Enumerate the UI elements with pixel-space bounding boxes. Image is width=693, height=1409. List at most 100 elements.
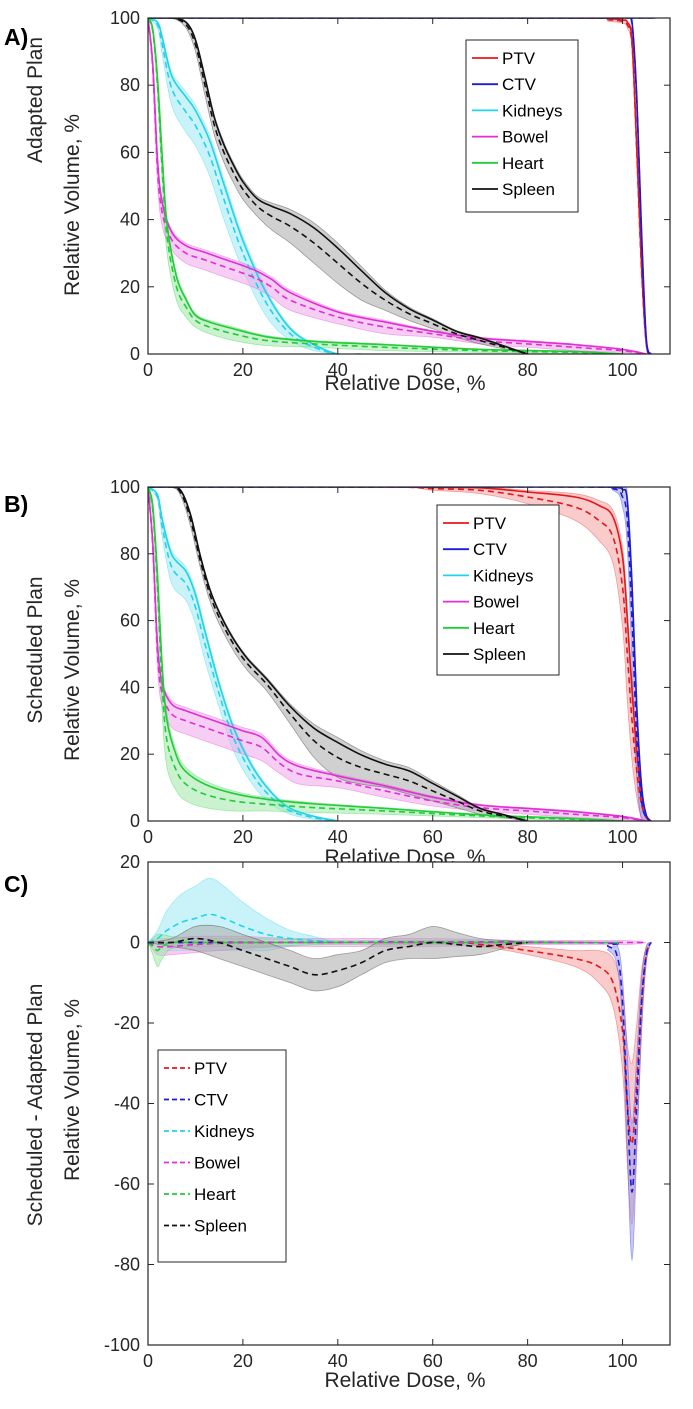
y-tick-label: -100 bbox=[104, 1335, 140, 1355]
y-tick-label: 40 bbox=[120, 210, 140, 230]
x-tick-label: 40 bbox=[328, 360, 348, 380]
line-bowel bbox=[148, 487, 647, 821]
y-tick-label: 0 bbox=[130, 933, 140, 953]
y-tick-label: 0 bbox=[130, 344, 140, 364]
mean-line-spleen bbox=[148, 487, 528, 821]
panel-letter: A) bbox=[4, 24, 28, 50]
legend-label-heart: Heart bbox=[473, 619, 515, 638]
legend-box bbox=[157, 1049, 287, 1263]
legend-label-heart: Heart bbox=[194, 1185, 236, 1204]
legend-label-bowel: Bowel bbox=[473, 593, 519, 612]
y-tick-label: 80 bbox=[120, 544, 140, 564]
y-tick-label: 80 bbox=[120, 75, 140, 95]
mean-line-kidneys bbox=[148, 18, 362, 354]
y-tick-label: -20 bbox=[114, 1013, 140, 1033]
legend-label-ctv: CTV bbox=[473, 540, 508, 559]
y-tick-label: 60 bbox=[120, 142, 140, 162]
x-tick-label: 0 bbox=[143, 1351, 153, 1371]
y-axis-label: Relative Volume, % bbox=[61, 999, 84, 1181]
y-axis-label: Relative Volume, % bbox=[61, 114, 84, 296]
legend-label-spleen: Spleen bbox=[502, 180, 555, 199]
legend-box bbox=[436, 504, 560, 676]
mean-line-bowel bbox=[148, 941, 647, 948]
legend-label-ctv: CTV bbox=[194, 1091, 229, 1110]
mean-line-ctv bbox=[148, 18, 656, 354]
x-tick-label: 40 bbox=[328, 827, 348, 847]
mean-line-heart bbox=[148, 487, 623, 821]
row-label: Scheduled - Adapted Plan bbox=[24, 984, 47, 1227]
mean-line-spleen bbox=[148, 937, 528, 976]
row-label: Scheduled Plan bbox=[24, 576, 47, 723]
x-tick-label: 60 bbox=[423, 827, 443, 847]
legend-label-bowel: Bowel bbox=[194, 1154, 240, 1173]
axes-frame bbox=[147, 486, 671, 822]
x-tick-label: 0 bbox=[143, 827, 153, 847]
y-tick-label: 100 bbox=[110, 477, 140, 497]
legend-label-spleen: Spleen bbox=[473, 645, 526, 664]
y-tick-label: 20 bbox=[120, 277, 140, 297]
legend-label-ptv: PTV bbox=[502, 49, 536, 68]
plot-area bbox=[148, 487, 670, 821]
legend-label-kidneys: Kidneys bbox=[473, 566, 533, 585]
x-tick-label: 0 bbox=[143, 360, 153, 380]
y-tick-label: -80 bbox=[114, 1255, 140, 1275]
x-tick-label: 60 bbox=[423, 360, 443, 380]
panel-a-adapted-plan: 0 20 40 60 80 100 0 20 40 60 80 100 Relative Dose, %… bbox=[4, 8, 671, 395]
x-axis-label: Relative Dose, % bbox=[324, 372, 485, 395]
mean-line-ptv bbox=[148, 487, 652, 821]
plot-area bbox=[148, 18, 670, 354]
x-tick-label: 100 bbox=[608, 360, 638, 380]
band-spleen bbox=[148, 18, 528, 354]
legend: PTV CTV Kidneys Bowel Heart Spleen bbox=[157, 1049, 287, 1263]
legend-label-kidneys: Kidneys bbox=[502, 101, 562, 120]
x-tick-label: 20 bbox=[233, 1351, 253, 1371]
line-spleen bbox=[148, 487, 528, 821]
y-tick-label: 40 bbox=[120, 677, 140, 697]
legend: PTV CTV Kidneys Bowel Heart Spleen bbox=[465, 39, 579, 213]
y-tick-label: -40 bbox=[114, 1094, 140, 1114]
x-tick-label: 100 bbox=[608, 827, 638, 847]
legend-label-ctv: CTV bbox=[502, 75, 537, 94]
legend-label-spleen: Spleen bbox=[194, 1217, 247, 1236]
legend-label-ptv: PTV bbox=[194, 1059, 228, 1078]
row-label: Adapted Plan bbox=[24, 37, 47, 163]
y-tick-label: -60 bbox=[114, 1174, 140, 1194]
mean-line-heart bbox=[148, 18, 623, 354]
y-tick-label: 0 bbox=[130, 811, 140, 831]
legend-box bbox=[465, 39, 579, 213]
band-spleen bbox=[148, 487, 528, 821]
mean-line-kidneys bbox=[148, 487, 338, 821]
mean-line-bowel bbox=[148, 18, 647, 354]
x-tick-label: 80 bbox=[518, 1351, 538, 1371]
plot-series bbox=[148, 487, 652, 821]
line-kidneys bbox=[148, 487, 338, 821]
y-tick-label: 100 bbox=[110, 8, 140, 28]
x-tick-label: 20 bbox=[233, 827, 253, 847]
x-tick-label: 60 bbox=[423, 1351, 443, 1371]
y-tick-label: 20 bbox=[120, 852, 140, 872]
axes-frame bbox=[147, 17, 671, 355]
x-tick-label: 20 bbox=[233, 360, 253, 380]
panel-letter: C) bbox=[4, 871, 28, 897]
y-axis-label: Relative Volume, % bbox=[61, 579, 84, 761]
legend: PTV CTV Kidneys Bowel Heart Spleen bbox=[436, 504, 560, 676]
y-tick-label: 60 bbox=[120, 611, 140, 631]
line-ctv bbox=[148, 487, 652, 821]
band-ptv bbox=[148, 487, 652, 821]
mean-line-bowel bbox=[148, 487, 647, 821]
mean-line-kidneys bbox=[148, 913, 338, 944]
legend-label-ptv: PTV bbox=[473, 514, 507, 533]
legend-label-bowel: Bowel bbox=[502, 128, 548, 147]
panel-letter: B) bbox=[4, 491, 28, 517]
legend-label-kidneys: Kidneys bbox=[194, 1122, 254, 1141]
mean-line-heart bbox=[148, 941, 623, 952]
mean-line-ctv bbox=[148, 487, 652, 821]
x-tick-label: 80 bbox=[518, 827, 538, 847]
y-tick-label: 20 bbox=[120, 744, 140, 764]
panel-c-difference: 0 20 40 60 80 100 20 0 -20 -40 -60 -80 -100 Relative … bbox=[4, 852, 671, 1392]
x-tick-label: 80 bbox=[518, 360, 538, 380]
mean-line-ptv bbox=[148, 18, 652, 354]
mean-line-ctv bbox=[148, 941, 652, 1193]
line-bowel bbox=[148, 18, 647, 354]
